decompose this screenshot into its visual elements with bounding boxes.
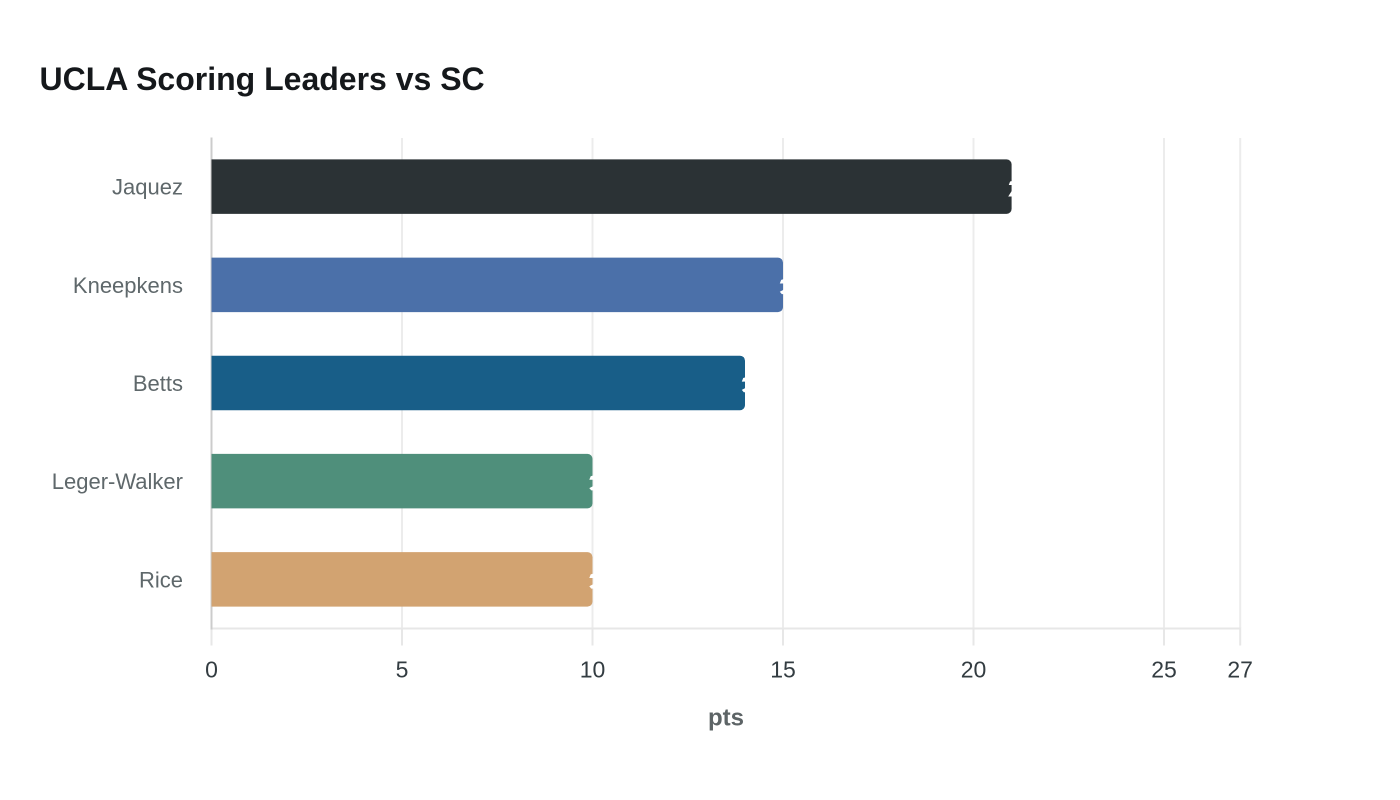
svg-text:Jaquez: Jaquez <box>112 175 183 200</box>
svg-text:10: 10 <box>580 657 606 683</box>
svg-text:5: 5 <box>396 657 409 683</box>
svg-text:UCLA Scoring Leaders vs SC: UCLA Scoring Leaders vs SC <box>40 61 485 97</box>
svg-text:15: 15 <box>770 657 796 683</box>
svg-text:pts: pts <box>708 705 744 732</box>
svg-text:Leger-Walker: Leger-Walker <box>52 469 183 494</box>
svg-text:Kneepkens: Kneepkens <box>73 273 183 298</box>
svg-text:25: 25 <box>1151 657 1177 683</box>
svg-text:27: 27 <box>1227 657 1253 683</box>
svg-text:20: 20 <box>961 657 987 683</box>
svg-text:Rice: Rice <box>139 567 183 592</box>
svg-text:Betts: Betts <box>133 371 183 396</box>
svg-text:0: 0 <box>205 657 218 683</box>
